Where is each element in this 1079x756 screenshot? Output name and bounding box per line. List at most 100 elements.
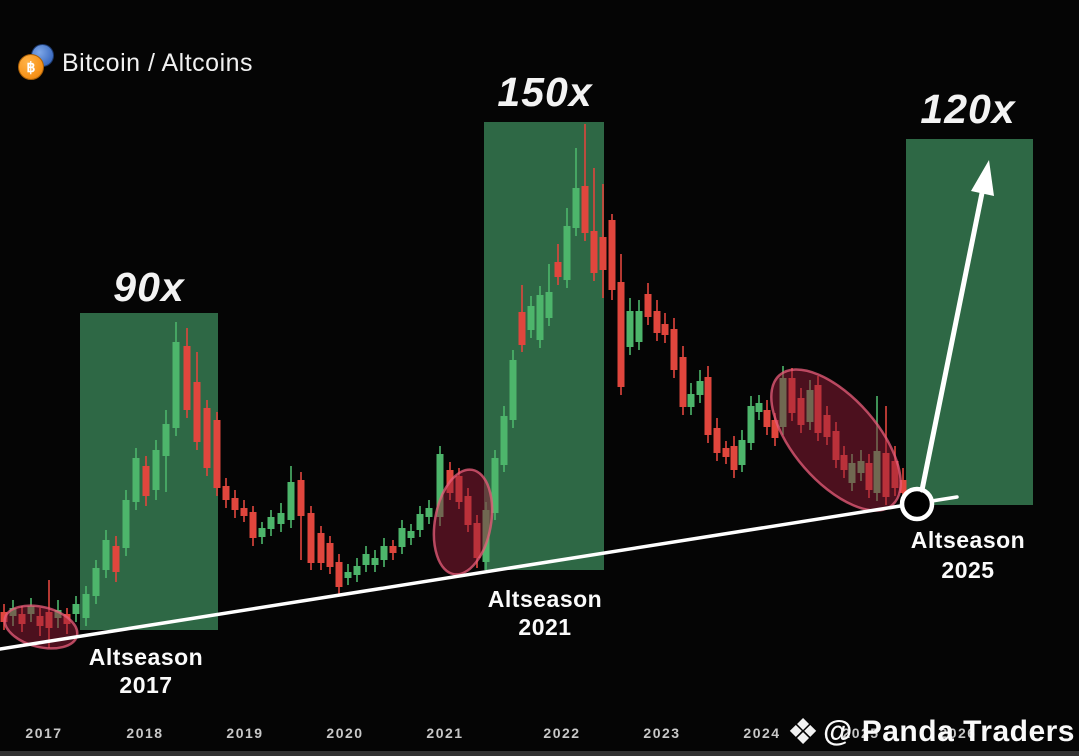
candle-body [258,528,266,537]
candle-body [747,406,755,443]
candle-body [240,508,248,516]
candle-body [371,558,379,565]
candle-body [554,262,562,277]
breakout-circle [899,486,935,522]
candle-body [132,458,140,502]
candle-body [72,604,80,614]
candle-body [0,612,8,622]
trendline [0,495,959,651]
candle-body [670,329,678,370]
x-axis-label-2017: 2017 [25,725,62,741]
candle-body [518,312,526,345]
candle-body [380,546,388,560]
watermark: ❖ @ Panda Traders [787,714,1075,750]
candle-body [635,311,643,342]
x-axis-label-2026: 2026 [939,725,976,741]
x-axis-label-2018: 2018 [126,725,163,741]
candle-body [687,394,695,407]
candle-body [500,416,508,465]
candle-body [425,508,433,517]
candle-body [730,446,738,470]
candle-body [193,382,201,442]
altseason-caption-line2-2021: 2021 [518,614,571,640]
candle-body [644,294,652,317]
bear-ellipse-1 [432,468,494,576]
candle-body [213,420,221,488]
candle-body [704,377,712,435]
candle-body [722,448,730,457]
candle-body [617,282,625,387]
header: ฿ Bitcoin / Altcoins [16,44,253,82]
candle-body [755,403,763,412]
candle-body [362,554,370,565]
candle-body [231,498,239,510]
candle-body [287,482,295,520]
bitcoin-icon: ฿ [18,54,44,80]
candle-body [183,346,191,410]
candle-body [599,237,607,270]
candle-body [122,500,130,548]
candle-body [713,428,721,453]
candle-body [142,466,150,496]
candle-body [738,440,746,465]
candle-body [763,410,771,427]
candle-body [696,381,704,395]
candle-body [407,531,415,538]
candle-body [899,480,907,493]
altseason-box-2025 [906,139,1033,505]
watermark-text: @ Panda Traders [823,715,1075,748]
candle-body [572,188,580,228]
bear-ellipse-2 [770,368,902,512]
x-axis-label-2025: 2025 [842,725,879,741]
altseason-caption-line1-2017: Altseason [89,644,203,670]
candle-body [436,454,444,517]
candle-body [92,568,100,596]
candle-body [353,566,361,575]
candle-body [102,540,110,570]
candle-body [326,543,334,567]
candle-body [152,450,160,490]
candle-body [203,408,211,468]
bottom-bar [0,751,1079,756]
altseason-caption-line2-2025: 2025 [941,557,994,583]
candle-body [563,226,571,280]
breakout-arrow [919,190,985,493]
multiplier-label-2025: 120x [920,86,1016,132]
x-axis-label-2023: 2023 [643,725,680,741]
candle-body [653,311,661,333]
candle-body [172,342,180,428]
candle-body [389,546,397,553]
candle-body [249,512,257,538]
candle-body [491,458,499,513]
candle-body [82,594,90,618]
candle-body [661,324,669,335]
x-axis-label-2024: 2024 [743,725,780,741]
x-axis-label-2020: 2020 [326,725,363,741]
altseason-caption-line1-2025: Altseason [911,527,1025,553]
candle-body [317,533,325,563]
candle-body [277,513,285,524]
candle-body [590,231,598,273]
binance-diamond-icon: ❖ [786,711,820,752]
x-axis-label-2022: 2022 [543,725,580,741]
candle-body [626,311,634,347]
altseason-caption-line1-2021: Altseason [488,586,602,612]
multiplier-label-2017: 90x [113,264,186,310]
candle-body [398,528,406,547]
candle-body [679,357,687,407]
altseason-caption-line2-2017: 2017 [119,672,172,698]
candle-body [509,360,517,420]
multiplier-label-2021: 150x [497,69,593,115]
candle-body [307,513,315,563]
page-title: Bitcoin / Altcoins [62,48,254,77]
candle-body [581,186,589,233]
candle-body [608,220,616,290]
candle-body [545,292,553,318]
candle-body [267,517,275,529]
candle-body [222,486,230,500]
x-axis-label-2019: 2019 [226,725,263,741]
candle-body [112,546,120,572]
candle-body [344,572,352,578]
breakout-arrow-head [971,160,994,196]
